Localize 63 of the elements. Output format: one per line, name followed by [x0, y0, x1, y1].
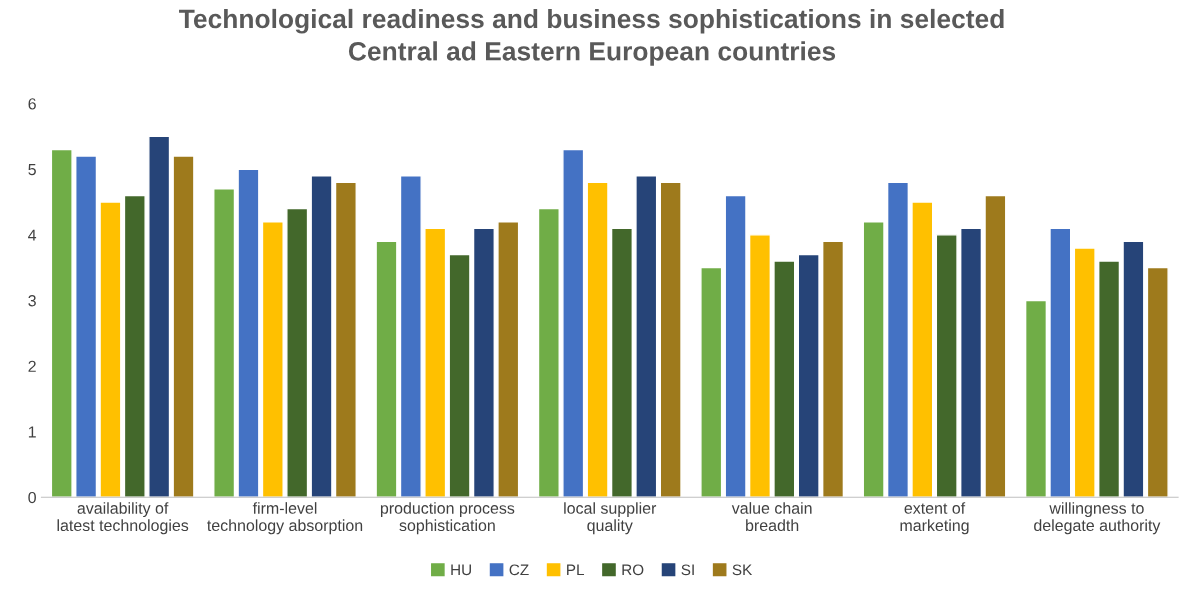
bar [286, 207, 309, 498]
bar [497, 221, 520, 498]
bar [659, 181, 682, 498]
legend-label: CZ [509, 564, 529, 576]
bar [862, 221, 885, 498]
bar [148, 135, 171, 498]
y-tick-label: 6 [28, 98, 36, 110]
y-tick-label: 1 [28, 426, 36, 438]
legend-label: SI [681, 564, 694, 576]
bar [1049, 227, 1072, 498]
bar [773, 260, 796, 498]
bar [960, 227, 983, 498]
y-tick-label: 0 [28, 491, 36, 504]
bar [172, 155, 195, 498]
x-tick-label: extent of marketing [900, 502, 969, 535]
legend-label: PL [567, 564, 585, 576]
bar [448, 253, 471, 498]
bar [586, 181, 609, 498]
legend-label: RO [622, 564, 644, 576]
bar [911, 201, 934, 498]
bar [1146, 266, 1169, 498]
bar [75, 155, 98, 498]
bar [821, 240, 845, 498]
legend-label: SK [732, 564, 753, 576]
y-tick-label: 4 [28, 229, 37, 241]
bar [472, 227, 495, 498]
bar [700, 266, 723, 498]
bar [310, 175, 333, 498]
bar [797, 253, 820, 498]
bar [424, 227, 447, 498]
legend-label: HU [451, 564, 471, 576]
x-tick-label: value chain breadth [731, 502, 812, 532]
y-tick-label: 3 [28, 295, 36, 307]
bar [935, 234, 958, 498]
x-tick-label: firm-level technology absorption [207, 502, 363, 535]
bar [399, 175, 422, 498]
x-tick-label: willingness to delegate authority [1034, 502, 1161, 535]
x-tick-label: availability of latest technologies [57, 502, 189, 535]
bar [537, 207, 560, 498]
bar [261, 221, 284, 498]
bar [237, 168, 260, 498]
y-tick-label: 5 [28, 164, 36, 176]
bar [1122, 240, 1145, 498]
y-tick-label: 2 [28, 360, 36, 372]
bar [610, 227, 633, 498]
bar [724, 194, 747, 498]
bar [99, 201, 122, 498]
bar [562, 148, 585, 498]
bar [1098, 260, 1121, 498]
bar [984, 194, 1007, 498]
bar [123, 194, 146, 498]
bar [748, 234, 772, 498]
bar [334, 181, 357, 498]
bar [50, 148, 73, 498]
bar [213, 188, 236, 498]
bar [1073, 247, 1096, 498]
bar [375, 240, 398, 498]
bar [635, 175, 658, 498]
bar [1024, 299, 1048, 498]
bar [886, 181, 910, 498]
chart-title: Technological readiness and business sophistications in selected Central ad Eastern European countries [179, 8, 1004, 66]
x-tick-label: local supplier quality [564, 502, 657, 535]
x-tick-label: production process sophistication [380, 502, 515, 535]
